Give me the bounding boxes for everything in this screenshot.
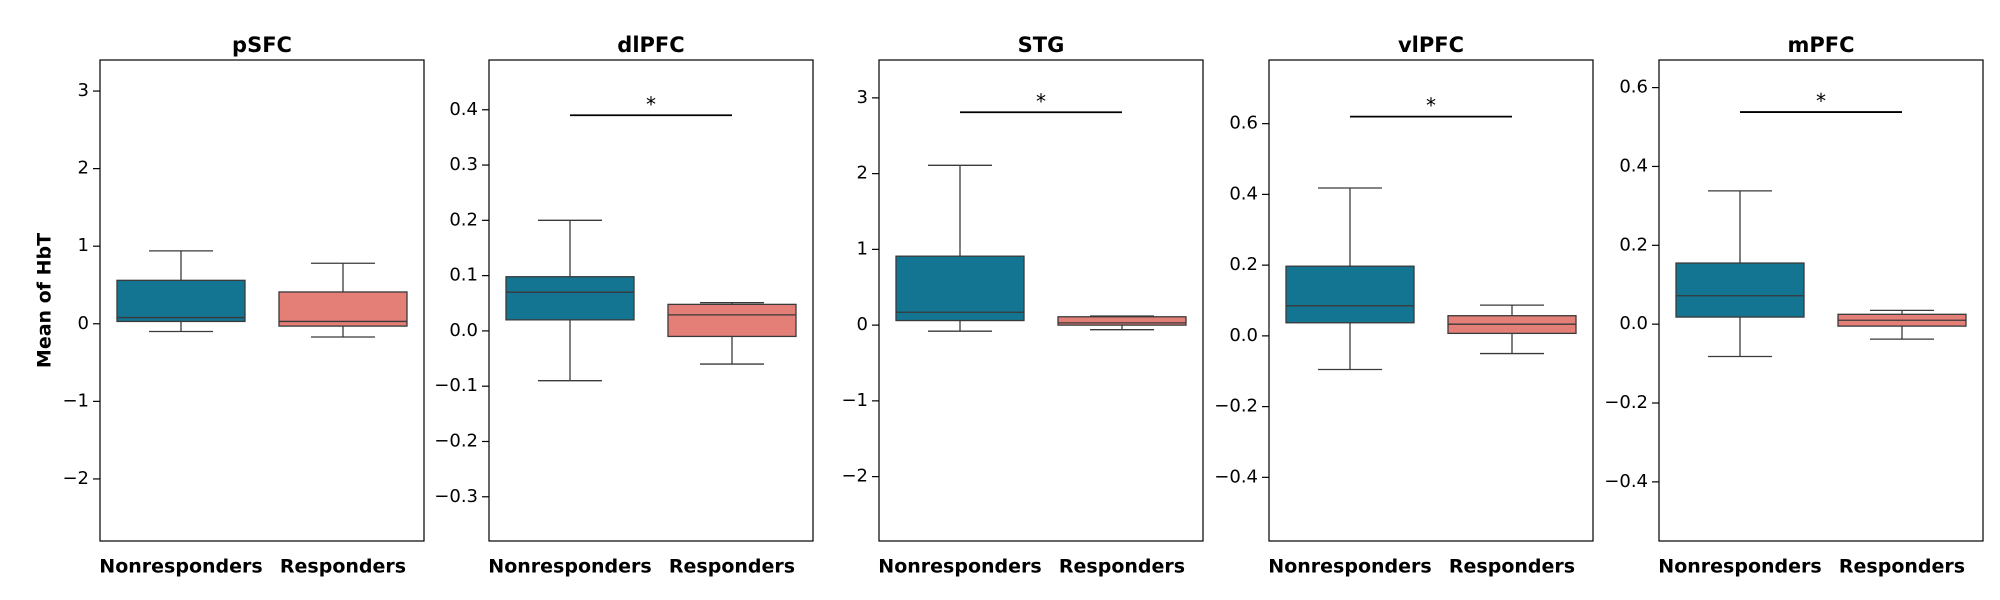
x-tick-label: Nonresponders bbox=[1658, 556, 1821, 578]
chart-panel: mPFC −0.4 −0.2 0.0 0.2 0.4 0.6 Nonresponders Res… bbox=[1604, 33, 1984, 578]
y-tick-label: −0.1 bbox=[434, 375, 478, 396]
y-tick-label: 0 bbox=[78, 313, 89, 334]
axes-frame bbox=[99, 59, 425, 542]
y-tick-label: 3 bbox=[857, 87, 868, 108]
y-tick-label: −2 bbox=[841, 466, 868, 487]
y-tick-label: −0.4 bbox=[1214, 466, 1258, 487]
x-tick-label: Nonresponders bbox=[488, 556, 651, 578]
significance-label: * bbox=[1816, 89, 1826, 113]
box-iqr bbox=[1285, 265, 1415, 324]
y-tick-label: −0.4 bbox=[1604, 471, 1648, 492]
y-tick-label: 0.3 bbox=[449, 154, 478, 175]
significance-label: * bbox=[1426, 94, 1436, 118]
chart-panel: pSFC Mean of HbT −2 −1 0 1 2 3 Nonresponders Resp… bbox=[34, 33, 425, 578]
chart-title: dlPFC bbox=[617, 33, 684, 57]
y-tick-label: 0.4 bbox=[449, 99, 478, 120]
x-tick-label: Responders bbox=[1839, 556, 1965, 578]
box-iqr bbox=[116, 279, 246, 323]
y-tick-label: −1 bbox=[62, 390, 89, 411]
y-tick-label: 0.2 bbox=[449, 209, 478, 230]
y-tick-label: −0.2 bbox=[434, 430, 478, 451]
axes-frame bbox=[1658, 59, 1984, 542]
y-axis-label: Mean of HbT bbox=[34, 233, 56, 368]
y-tick-label: 2 bbox=[857, 163, 868, 184]
x-tick-label: Responders bbox=[1059, 556, 1185, 578]
x-tick-label: Nonresponders bbox=[878, 556, 1041, 578]
significance-label: * bbox=[1036, 89, 1046, 113]
y-tick-label: −1 bbox=[841, 390, 868, 411]
y-tick-label: −0.2 bbox=[1214, 396, 1258, 417]
x-tick-label: Nonresponders bbox=[1268, 556, 1431, 578]
box-iqr bbox=[1057, 316, 1187, 326]
axes-frame bbox=[878, 59, 1204, 542]
x-tick-label: Responders bbox=[280, 556, 406, 578]
chart-title: vlPFC bbox=[1398, 33, 1464, 57]
box-iqr bbox=[278, 291, 408, 327]
y-tick-label: 0 bbox=[857, 314, 868, 335]
y-tick-label: 0.6 bbox=[1229, 113, 1258, 134]
box-iqr bbox=[667, 303, 797, 338]
y-tick-label: 1 bbox=[857, 238, 868, 259]
y-tick-label: 3 bbox=[78, 80, 89, 101]
y-tick-label: 0.0 bbox=[1229, 325, 1258, 346]
y-tick-label: 1 bbox=[78, 235, 89, 256]
box-iqr bbox=[1675, 262, 1805, 318]
chart-title: STG bbox=[1018, 33, 1065, 57]
y-tick-label: 0.0 bbox=[449, 320, 478, 341]
y-tick-label: 0.0 bbox=[1619, 313, 1648, 334]
y-tick-label: 0.4 bbox=[1619, 155, 1648, 176]
box-iqr bbox=[895, 255, 1025, 322]
y-tick-label: 0.4 bbox=[1229, 183, 1258, 204]
x-tick-label: Responders bbox=[1449, 556, 1575, 578]
y-tick-label: 0.1 bbox=[449, 265, 478, 286]
y-tick-label: 0.2 bbox=[1619, 234, 1648, 255]
y-tick-label: 0.6 bbox=[1619, 77, 1648, 98]
box-iqr bbox=[505, 276, 635, 321]
y-tick-label: −2 bbox=[62, 468, 89, 489]
chart-title: pSFC bbox=[232, 33, 292, 57]
chart-panel: STG −2 −1 0 1 2 3 Nonresponders Responders * bbox=[841, 33, 1204, 578]
x-tick-label: Nonresponders bbox=[99, 556, 262, 578]
axes-frame bbox=[488, 59, 814, 542]
y-tick-label: −0.2 bbox=[1604, 392, 1648, 413]
y-tick-label: −0.3 bbox=[434, 486, 478, 507]
y-tick-label: 2 bbox=[78, 158, 89, 179]
y-tick-label: 0.2 bbox=[1229, 254, 1258, 275]
chart-panel: dlPFC −0.3 −0.2 −0.1 0.0 0.1 0.2 0.3 0.4 Nonrespo… bbox=[434, 33, 814, 578]
axes-frame bbox=[1268, 59, 1594, 542]
significance-label: * bbox=[646, 92, 656, 116]
chart-title: mPFC bbox=[1787, 33, 1854, 57]
chart-panel: vlPFC −0.4 −0.2 0.0 0.2 0.4 0.6 Nonresponders Re… bbox=[1214, 33, 1594, 578]
x-tick-label: Responders bbox=[669, 556, 795, 578]
